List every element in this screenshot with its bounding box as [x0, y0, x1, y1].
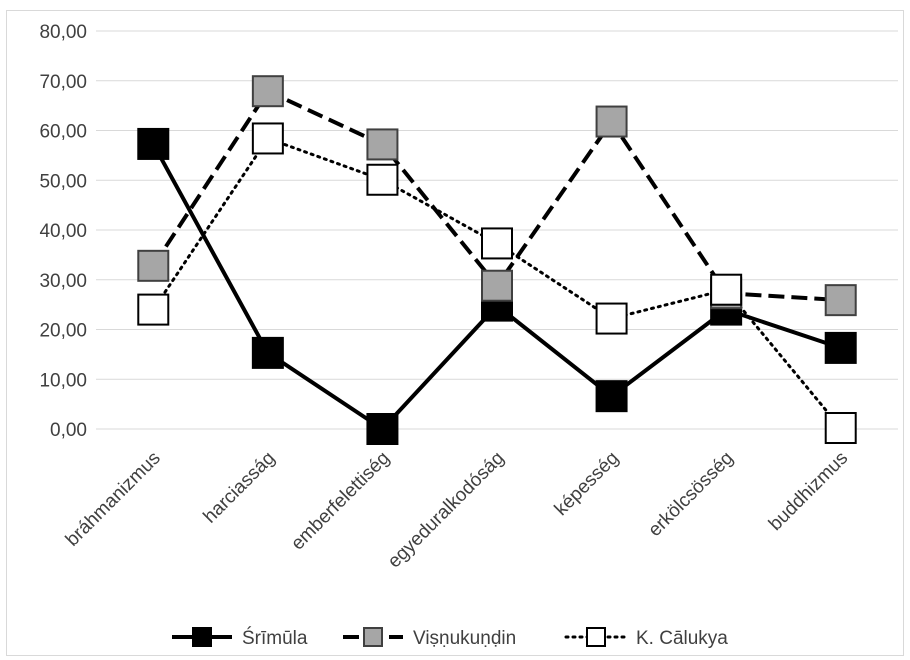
x-tick-label: képesség: [551, 448, 623, 520]
legend-marker-0: [192, 627, 212, 647]
data-point-s1-3: [481, 269, 513, 302]
y-tick-label: 40,00: [39, 221, 87, 242]
y-tick-label: 80,00: [39, 22, 87, 43]
legend-label-2: K. Cālukya: [636, 628, 728, 649]
data-point-s0-6: [824, 331, 857, 364]
x-tick-label: buddhizmus: [765, 448, 852, 535]
x-tick-label: egyeduralkodóság: [384, 448, 509, 573]
y-tick-label: 60,00: [39, 122, 87, 143]
y-tick-label: 10,00: [39, 370, 87, 391]
x-tick-label: emberfelettiség: [287, 448, 394, 555]
data-point-s2-6: [824, 412, 857, 445]
data-point-s1-1: [251, 75, 284, 108]
data-point-s1-6: [824, 284, 857, 317]
data-point-s1-0: [137, 249, 170, 282]
x-tick-label: erkölcsösség: [644, 448, 737, 541]
data-point-s0-2: [366, 413, 399, 445]
data-point-s2-1: [251, 122, 284, 155]
data-point-s1-4: [595, 105, 628, 138]
legend-marker-1: [363, 627, 383, 647]
x-tick-label: harciasság: [200, 448, 280, 528]
data-point-s2-0: [137, 293, 170, 326]
data-point-s0-0: [137, 127, 170, 160]
y-tick-label: 20,00: [39, 321, 87, 342]
y-tick-label: 30,00: [39, 271, 87, 292]
data-point-s2-2: [366, 163, 399, 196]
data-point-s2-4: [595, 302, 628, 335]
x-tick-label: bráhmanizmus: [62, 448, 165, 551]
y-tick-label: 70,00: [39, 72, 87, 93]
y-tick-label: 0,00: [50, 420, 87, 441]
legend-label-1: Viṣṇukuṇḍin: [413, 628, 516, 649]
data-point-s0-1: [251, 336, 284, 369]
data-point-s2-3: [481, 227, 513, 260]
y-tick-label: 50,00: [39, 171, 87, 192]
chart-frame: [6, 10, 904, 656]
data-point-s0-4: [595, 380, 628, 413]
data-point-s2-5: [710, 273, 743, 306]
data-point-s1-2: [366, 128, 399, 161]
legend-label-0: Śrīmūla: [242, 627, 308, 649]
legend-marker-2: [586, 627, 606, 647]
